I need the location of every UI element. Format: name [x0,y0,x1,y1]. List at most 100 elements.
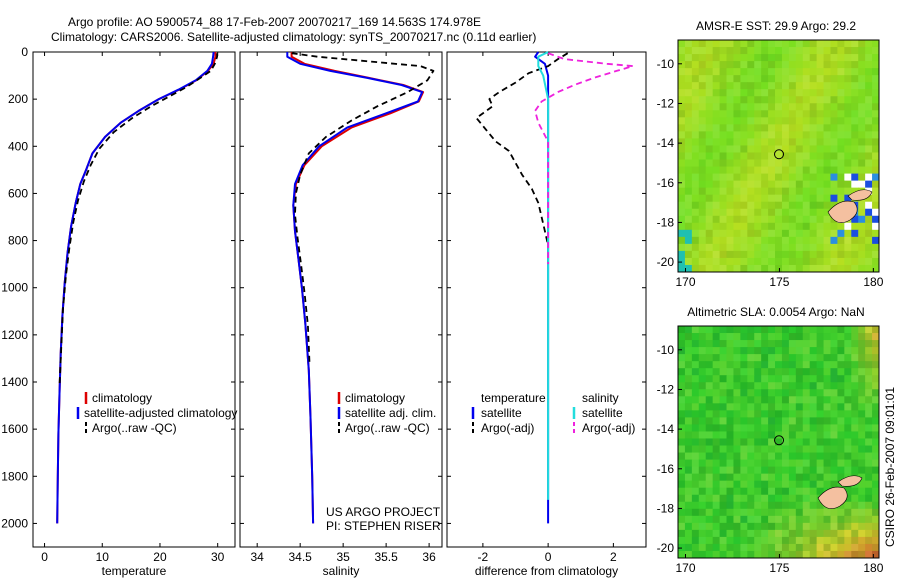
map-cell [775,361,783,369]
map-cell [851,389,859,397]
map-cell [747,208,755,217]
map-cell [684,229,693,238]
map-cell [802,194,811,203]
map-cell [733,431,741,439]
map-cell [837,445,845,454]
map-cell [872,375,880,383]
map-cell [678,438,686,447]
map-cell [809,138,818,146]
map-cell [705,61,714,69]
map-cell [691,264,700,273]
map-cell [712,236,721,245]
map-cell [684,550,693,559]
map-cell [809,529,818,538]
map-cell [851,508,859,517]
map-cell [775,452,783,461]
map-cell [698,250,707,259]
map-cell [775,194,783,203]
map-cell [747,215,755,224]
map-cell [747,508,755,517]
island-shape [817,475,863,509]
map-cell [851,103,859,111]
map-cell [788,340,797,348]
map-cell [872,138,880,146]
map-cell [691,47,700,55]
map-cell [678,54,686,62]
map-cell [781,138,790,146]
map-cell [678,61,686,69]
map-cell [830,145,838,153]
map-cell [851,54,859,62]
island-shape [827,189,873,223]
map-cell [872,110,880,118]
map-cell [684,145,693,153]
map-cell [712,222,721,231]
map-cell [747,543,755,552]
map-cell [865,138,873,146]
map-cell [872,508,880,517]
map-cell [754,522,762,531]
map-cell [795,75,804,83]
map-cell [726,326,734,334]
map-cell [712,264,721,273]
map-cell [740,480,748,489]
map-cell [802,166,811,175]
map-cell [858,152,866,161]
map-cell [837,368,845,376]
map-cell [754,382,762,390]
map-cell [872,361,880,369]
map-cell [844,103,852,111]
map-cell [740,47,748,55]
map-cell [747,466,755,475]
map-cell [740,396,748,404]
map-cell [754,389,762,397]
map-cell [781,159,790,168]
map-cell [726,40,734,48]
map-cell [726,257,734,266]
map-cell [719,166,728,175]
y-tick-label: 1200 [1,328,28,342]
map-cell [726,54,734,62]
map-cell [858,173,866,182]
map-cell [858,166,866,175]
map-cell [761,82,769,90]
map-cell [740,194,748,203]
map-cell [747,536,755,545]
map-cell [837,54,845,62]
map-cell [781,340,790,348]
map-cell [830,152,838,161]
map-cell [733,138,741,146]
map-cell [837,452,845,461]
map-cell [809,180,818,189]
map-cell [795,194,804,203]
y-tick-label: 1600 [1,422,28,436]
map-cell [823,124,831,132]
map-cell [678,152,686,161]
map-cell [684,354,693,362]
map-cell [691,368,700,376]
map-cell [865,131,873,139]
map-cell [865,173,873,182]
map-cell [788,515,797,524]
map-cell [719,75,728,83]
map-cell [698,536,707,545]
map-cell [726,410,734,418]
map-cell [678,396,686,404]
map-cell [858,326,866,334]
map-cell [802,180,811,189]
map-cell [768,424,776,432]
map-cell [802,431,811,439]
map-cell [761,340,769,348]
map-cell [684,194,693,203]
map-cell [705,403,714,411]
header-line1: Argo profile: AO 5900574_88 17-Feb-2007 … [68,15,481,29]
map-cell [830,424,838,432]
map-cell [733,494,741,503]
map-cell [754,459,762,468]
map-cell [802,250,811,259]
map-cell [837,82,845,90]
map-cell [678,145,686,153]
map-cell [761,131,769,139]
map-cell [719,145,728,153]
map-cell [678,229,686,238]
